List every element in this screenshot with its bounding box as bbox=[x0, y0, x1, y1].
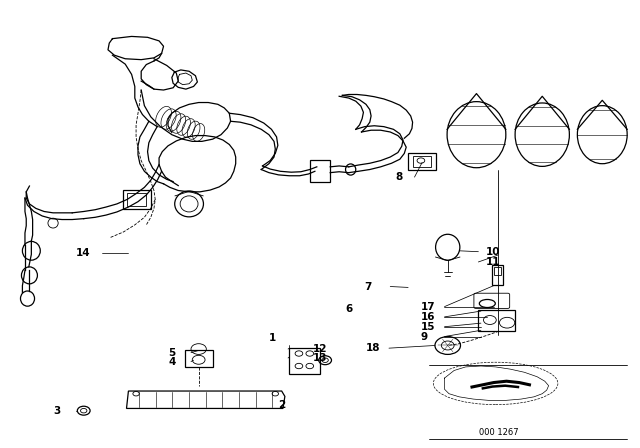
Bar bbox=[123, 190, 151, 209]
Text: 1: 1 bbox=[269, 333, 276, 343]
Text: 12: 12 bbox=[312, 344, 327, 354]
Bar bbox=[413, 156, 431, 167]
Text: 10: 10 bbox=[486, 247, 500, 257]
Text: 13: 13 bbox=[312, 353, 327, 363]
Bar bbox=[492, 265, 502, 285]
Text: 9: 9 bbox=[421, 332, 428, 341]
Bar bbox=[310, 160, 330, 182]
Text: 8: 8 bbox=[396, 172, 403, 182]
Text: 15: 15 bbox=[421, 322, 435, 332]
Bar bbox=[478, 310, 515, 331]
Text: 4: 4 bbox=[168, 357, 175, 366]
Bar bbox=[494, 267, 500, 276]
Text: 11: 11 bbox=[486, 257, 500, 267]
Text: 2: 2 bbox=[278, 400, 285, 410]
Text: 5: 5 bbox=[168, 348, 175, 358]
Text: 16: 16 bbox=[421, 312, 435, 322]
Text: 3: 3 bbox=[53, 406, 60, 416]
Text: 14: 14 bbox=[76, 248, 91, 258]
Bar bbox=[408, 153, 436, 169]
Text: 7: 7 bbox=[365, 281, 372, 292]
Text: 18: 18 bbox=[366, 343, 380, 353]
Text: 17: 17 bbox=[421, 302, 436, 312]
Text: 000 1267: 000 1267 bbox=[479, 428, 518, 438]
Bar bbox=[289, 348, 320, 374]
Bar bbox=[184, 350, 212, 367]
Text: 6: 6 bbox=[346, 304, 353, 314]
Bar bbox=[127, 193, 147, 206]
